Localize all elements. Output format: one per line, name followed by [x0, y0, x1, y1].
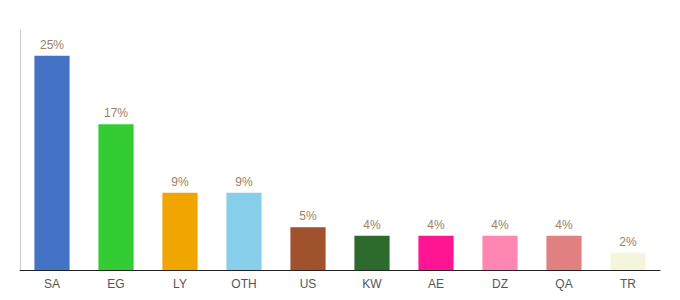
svg-text:4%: 4% — [427, 218, 445, 232]
svg-text:25%: 25% — [40, 38, 64, 52]
svg-text:US: US — [300, 277, 317, 291]
svg-text:EG: EG — [107, 277, 124, 291]
svg-text:17%: 17% — [104, 106, 128, 120]
svg-text:LY: LY — [173, 277, 187, 291]
svg-text:4%: 4% — [363, 218, 381, 232]
svg-text:4%: 4% — [555, 218, 573, 232]
svg-text:4%: 4% — [491, 218, 509, 232]
svg-text:KW: KW — [362, 277, 382, 291]
svg-text:9%: 9% — [235, 175, 253, 189]
svg-text:DZ: DZ — [492, 277, 508, 291]
svg-text:2%: 2% — [619, 235, 637, 249]
svg-text:5%: 5% — [299, 209, 317, 223]
svg-text:9%: 9% — [171, 175, 189, 189]
svg-text:TR: TR — [620, 277, 636, 291]
svg-text:SA: SA — [44, 277, 60, 291]
svg-text:QA: QA — [555, 277, 572, 291]
svg-text:OTH: OTH — [231, 277, 256, 291]
svg-text:AE: AE — [428, 277, 444, 291]
